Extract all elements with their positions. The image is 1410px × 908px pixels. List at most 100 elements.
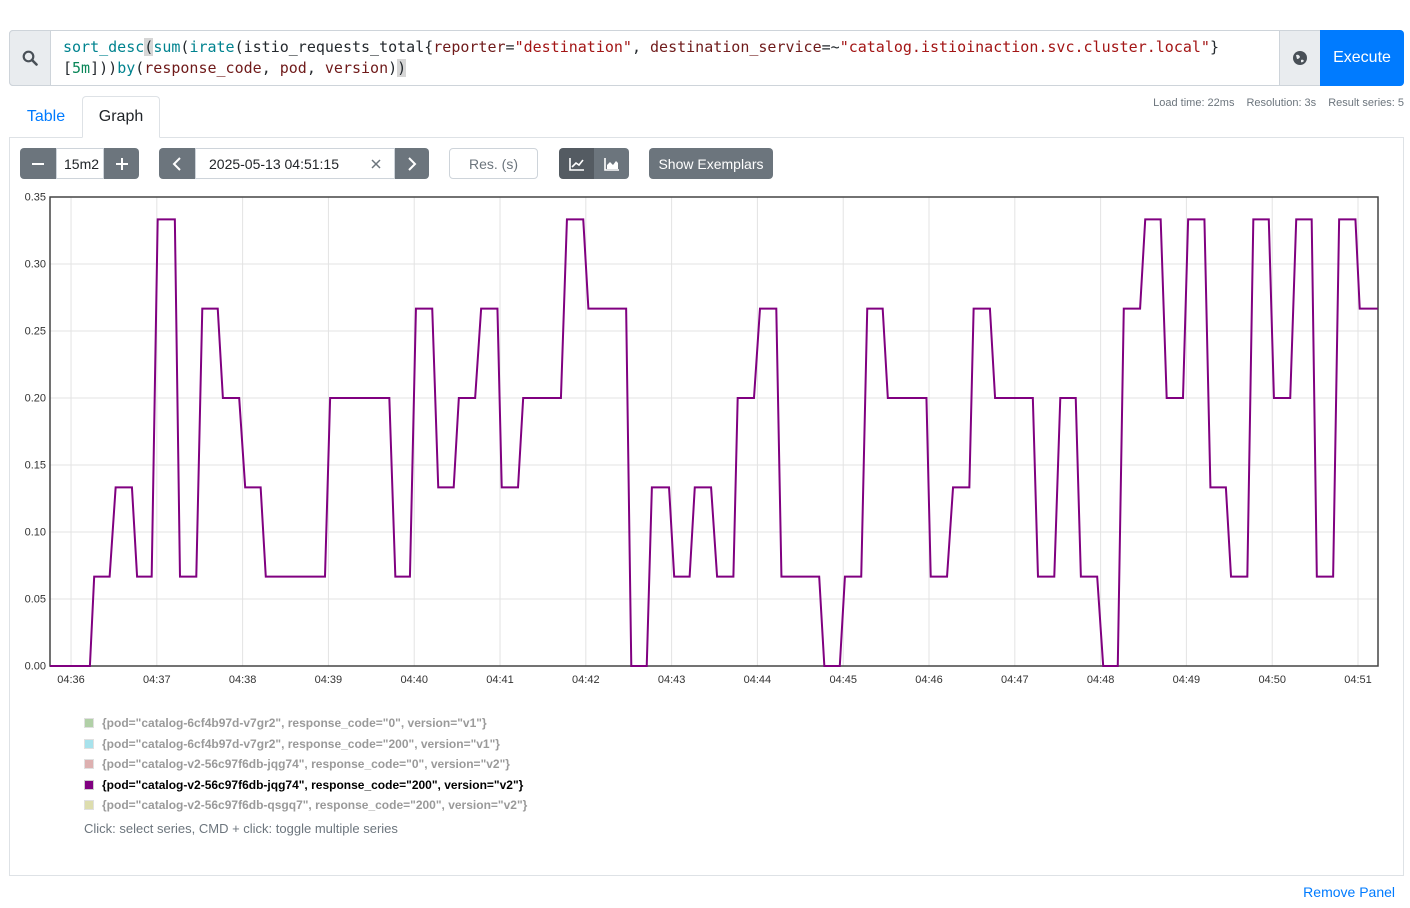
legend-label: {pod="catalog-v2-56c97f6db-jqg74", respo…: [102, 757, 510, 772]
y-tick-label: 0.25: [25, 326, 46, 338]
plot-frame: [49, 196, 1379, 667]
query-line: sort_desc(sum(irate(istio_requests_total…: [63, 37, 1219, 58]
x-tick-label: 04:46: [915, 674, 943, 686]
y-tick-label: 0.10: [25, 527, 46, 539]
legend-label: {pod="catalog-v2-56c97f6db-jqg74", respo…: [102, 777, 524, 792]
query-token: destination_service: [650, 38, 822, 56]
y-tick-label: 0.30: [25, 259, 46, 271]
query-token: sum: [153, 38, 181, 56]
legend-item[interactable]: {pod="catalog-v2-56c97f6db-qsgq7", respo…: [84, 795, 527, 816]
resolution-input[interactable]: Res. (s): [449, 148, 538, 179]
query-token: 5m: [72, 59, 91, 77]
panel: [9, 137, 1404, 876]
query-token: =: [505, 38, 515, 56]
remove-panel[interactable]: Remove Panel: [1303, 884, 1395, 900]
x-tick-label: 04:44: [744, 674, 772, 686]
line-chart-glyph: [568, 157, 584, 171]
query-token: )): [99, 59, 118, 77]
query-token: }: [1209, 38, 1219, 56]
end-time-input[interactable]: 2025-05-13 04:51:15: [195, 148, 395, 179]
query-token: istio_requests_total: [243, 38, 425, 56]
legend-item[interactable]: {pod="catalog-6cf4b97d-v7gr2", response_…: [84, 734, 527, 755]
y-tick-label: 0.15: [25, 460, 46, 472]
clear-glyph: [371, 159, 381, 169]
query-token: by: [117, 59, 136, 77]
query-token: [: [63, 59, 73, 77]
stat: Resolution: 3s: [1246, 97, 1317, 109]
query-line: [5m]))by(response_code, pod, version)): [63, 58, 1219, 79]
query-token: "destination": [514, 38, 632, 56]
query-token: ,: [306, 59, 325, 77]
query-token: ): [397, 59, 407, 77]
metrics-explorer[interactable]: [1279, 30, 1321, 86]
query-token: ,: [261, 59, 280, 77]
exemplars-button[interactable]: Show Exemplars: [649, 148, 773, 179]
x-tick-label: 04:41: [486, 674, 514, 686]
x-tick-label: 04:50: [1258, 674, 1286, 686]
clear-time[interactable]: [370, 156, 382, 175]
stats: Load time: 22ms Resolution: 3s Result se…: [1153, 97, 1404, 109]
range-input[interactable]: 15m2: [56, 148, 104, 179]
query-token: ): [388, 59, 398, 77]
legend-item[interactable]: {pod="catalog-v2-56c97f6db-jqg74", respo…: [84, 754, 527, 775]
query-token: "catalog.istioinaction.svc.cluster.local…: [839, 38, 1210, 56]
hint: Click: select series, CMD + click: toggl…: [84, 821, 398, 836]
query-token: version: [324, 59, 389, 77]
legend-swatch: [84, 738, 94, 749]
x-tick-label: 04:51: [1344, 674, 1372, 686]
legend-item[interactable]: {pod="catalog-6cf4b97d-v7gr2", response_…: [84, 713, 527, 734]
legend: {pod="catalog-6cf4b97d-v7gr2", response_…: [84, 713, 527, 816]
series-line: [50, 218, 1378, 667]
chevron-left: [172, 156, 181, 171]
legend-swatch: [84, 718, 94, 729]
legend-swatch: [84, 800, 94, 811]
legend-item[interactable]: {pod="catalog-v2-56c97f6db-jqg74", respo…: [84, 775, 527, 796]
query-token: irate: [189, 38, 235, 56]
x-tick-label: 04:42: [572, 674, 600, 686]
y-tick-label: 0.20: [25, 393, 46, 405]
search-icon: [9, 30, 51, 86]
execute-button[interactable]: Execute: [1320, 30, 1404, 86]
tab[interactable]: Table: [26, 108, 66, 125]
y-tick-label: 0.35: [25, 192, 46, 204]
x-tick-label: 04:48: [1087, 674, 1115, 686]
x-tick-label: 04:45: [829, 674, 857, 686]
query-token: response_code: [144, 59, 262, 77]
y-tick-label: 0.05: [25, 594, 46, 606]
query-token: =~: [821, 38, 840, 56]
x-tick-label: 04:39: [315, 674, 343, 686]
query-token: sort_desc: [63, 38, 145, 56]
stat: Result series: 5: [1328, 97, 1404, 109]
legend-swatch: [84, 759, 94, 770]
x-tick-label: 04:37: [143, 674, 171, 686]
x-tick-label: 04:47: [1001, 674, 1029, 686]
range-decrease[interactable]: [20, 148, 56, 179]
query-token: (: [180, 38, 190, 56]
search-glyph: [22, 50, 38, 66]
x-tick-label: 04:43: [658, 674, 686, 686]
range-increase[interactable]: [104, 148, 139, 179]
chart: 0.00 0.05 0.10 0.15 0.20 0.25 0.30 0.35 04:36 04:…: [25, 192, 1379, 686]
area-chart-glyph: [603, 157, 619, 171]
stacked-toggle[interactable]: [594, 148, 629, 179]
unstacked-toggle[interactable]: [559, 148, 594, 179]
query-text[interactable]: sort_desc(sum(irate(istio_requests_total…: [63, 37, 1219, 79]
time-back[interactable]: [159, 148, 195, 179]
query-token: reporter: [433, 38, 506, 56]
globe-glyph: [1293, 51, 1307, 65]
query-token: pod: [279, 59, 307, 77]
legend-swatch: [84, 779, 94, 790]
x-tick-label: 04:38: [229, 674, 257, 686]
y-tick-label: 0.00: [25, 661, 46, 673]
query-token: (: [234, 38, 244, 56]
query-token: ,: [631, 38, 651, 56]
query-token: ]: [90, 59, 100, 77]
legend-label: {pod="catalog-v2-56c97f6db-qsgq7", respo…: [102, 798, 528, 813]
x-tick-label: 04:49: [1173, 674, 1201, 686]
time-forward[interactable]: [395, 148, 429, 179]
plus-glyph: [115, 157, 128, 170]
tab-active[interactable]: Graph: [82, 96, 160, 138]
stat: Load time: 22ms: [1153, 97, 1235, 109]
chevron-right: [408, 156, 417, 171]
